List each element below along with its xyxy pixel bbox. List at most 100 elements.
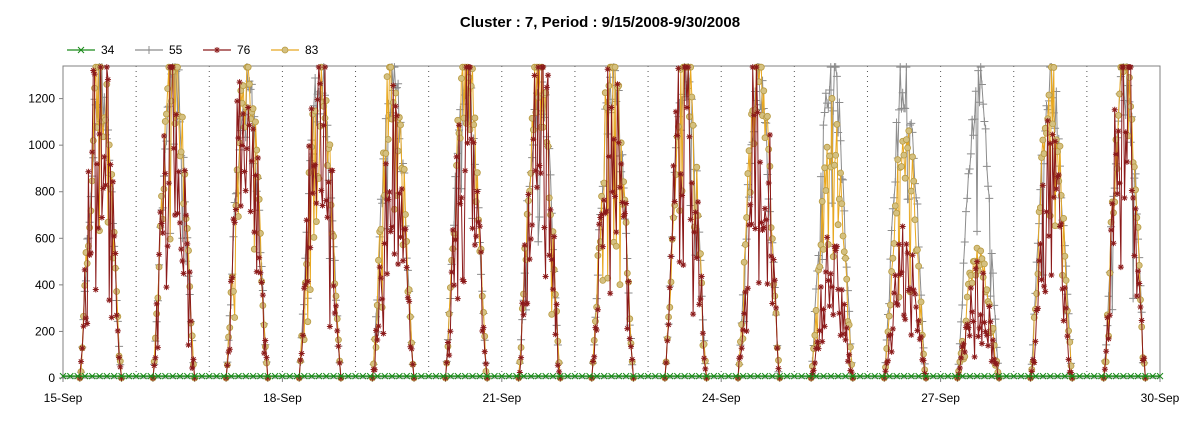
data-point — [980, 270, 987, 277]
data-point — [227, 278, 234, 285]
data-point — [542, 273, 549, 280]
data-point — [959, 259, 968, 268]
data-point — [902, 316, 909, 323]
x-tick-label: 21-Sep — [482, 391, 521, 405]
data-point — [819, 338, 826, 345]
data-point — [611, 63, 619, 71]
data-point — [976, 324, 983, 331]
data-point — [1033, 307, 1040, 314]
data-point — [118, 375, 125, 381]
data-point — [252, 172, 259, 179]
data-point — [1136, 280, 1143, 287]
data-point — [666, 284, 673, 291]
data-point — [1109, 200, 1116, 207]
data-point — [116, 354, 123, 361]
data-point — [1123, 158, 1130, 165]
data-point — [1063, 305, 1070, 312]
data-point — [309, 190, 316, 197]
data-point — [297, 357, 304, 364]
data-point — [1068, 372, 1076, 380]
data-point — [233, 166, 241, 174]
data-point — [554, 362, 561, 369]
data-point — [113, 312, 120, 319]
data-point — [147, 372, 155, 380]
data-point — [958, 301, 967, 310]
data-point — [105, 141, 113, 149]
data-point — [753, 64, 760, 71]
data-point — [198, 372, 206, 380]
data-point — [176, 372, 184, 380]
data-point — [763, 216, 770, 223]
data-point — [668, 253, 675, 260]
data-point — [556, 368, 563, 375]
data-point — [530, 136, 537, 143]
data-point — [333, 315, 341, 323]
data-point — [186, 269, 193, 276]
data-point — [174, 210, 181, 217]
data-point — [446, 352, 453, 359]
data-point — [160, 185, 168, 193]
data-point — [301, 285, 308, 292]
series-line — [664, 66, 708, 379]
data-point — [659, 372, 667, 380]
data-point — [169, 372, 177, 380]
data-point — [325, 179, 332, 186]
data-point — [618, 150, 627, 159]
data-point — [1138, 317, 1145, 324]
data-point — [911, 216, 919, 224]
data-point — [1042, 288, 1049, 295]
data-point — [396, 372, 403, 380]
data-point — [406, 298, 413, 305]
data-point — [172, 212, 179, 219]
data-point — [610, 136, 617, 143]
data-point — [213, 372, 220, 380]
data-point — [965, 164, 974, 173]
data-point — [299, 332, 306, 339]
data-point — [666, 372, 674, 380]
data-point — [132, 372, 140, 380]
data-point — [856, 372, 864, 380]
data-point — [1141, 355, 1148, 362]
data-point — [89, 149, 96, 156]
data-point — [798, 372, 806, 380]
data-point — [1061, 284, 1068, 291]
data-point — [980, 260, 988, 268]
data-point — [244, 63, 252, 71]
data-point — [893, 372, 901, 380]
data-point — [889, 325, 896, 332]
data-point — [841, 301, 848, 308]
data-point — [864, 372, 871, 380]
data-point — [553, 301, 560, 308]
legend-item-83: 83 — [271, 43, 319, 57]
data-point — [975, 333, 982, 340]
data-point — [264, 375, 271, 381]
data-point — [826, 152, 833, 160]
data-point — [259, 292, 266, 299]
data-point — [1049, 131, 1056, 138]
data-point — [907, 285, 914, 292]
data-point — [667, 278, 675, 286]
data-point — [518, 354, 525, 361]
data-point — [1126, 74, 1133, 81]
data-point — [895, 293, 903, 301]
data-point — [1034, 270, 1042, 278]
data-point — [768, 235, 776, 243]
data-point — [455, 122, 462, 129]
data-point — [909, 252, 916, 259]
data-point — [843, 325, 850, 332]
data-point — [593, 326, 600, 333]
data-point — [843, 286, 852, 295]
data-point — [717, 372, 725, 380]
data-point — [814, 338, 821, 345]
data-point — [687, 216, 694, 223]
data-point — [991, 356, 998, 363]
data-point — [811, 331, 819, 339]
data-point — [106, 297, 113, 304]
data-point — [710, 372, 718, 380]
data-point — [469, 225, 476, 232]
data-point — [425, 372, 433, 380]
data-point — [439, 372, 447, 380]
data-point — [966, 149, 975, 158]
data-point — [224, 362, 231, 369]
data-point — [842, 254, 849, 262]
